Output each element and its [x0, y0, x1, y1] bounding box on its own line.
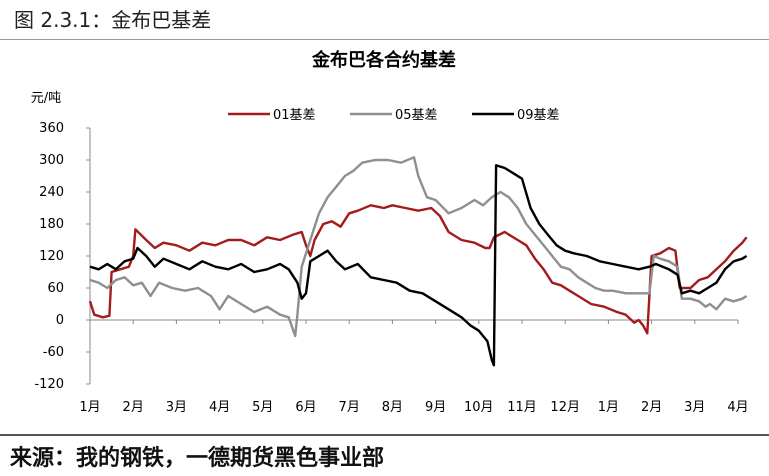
legend-label-2: 09基差: [517, 108, 560, 123]
y-tick-label: 300: [39, 153, 64, 168]
y-tick-label: 240: [39, 185, 64, 200]
y-tick-label: 0: [56, 313, 64, 328]
y-tick-label: 360: [39, 121, 64, 136]
x-tick-label: 3月: [166, 400, 187, 415]
y-tick-label: -120: [34, 377, 64, 392]
x-tick-label: 2月: [123, 400, 144, 415]
y-axis-unit-label: 元/吨: [31, 91, 61, 106]
x-tick-label: 1月: [598, 400, 619, 415]
x-tick-label: 3月: [684, 400, 705, 415]
series-line-2: [89, 164, 748, 367]
series-line-0: [88, 204, 748, 335]
y-tick-label: 120: [39, 249, 64, 264]
figure-caption: 图 2.3.1：金布巴基差: [14, 8, 212, 32]
y-tick-label: -60: [43, 345, 64, 360]
bottom-divider: [0, 434, 769, 436]
x-tick-label: 8月: [382, 400, 403, 415]
x-tick-label: 4月: [727, 400, 748, 415]
x-tick-label: 6月: [295, 400, 316, 415]
x-tick-label: 10月: [464, 400, 494, 415]
x-tick-label: 7月: [339, 400, 360, 415]
data-source: 来源：我的钢铁，一德期货黑色事业部: [10, 446, 385, 471]
legend-label-1: 05基差: [395, 108, 438, 123]
basis-line-chart: 金布巴各合约基差 元/吨 01基差 05基差 09基差 -120 -60 0 60 120 1…: [31, 49, 749, 415]
x-tick-label: 11月: [507, 400, 537, 415]
legend: 01基差 05基差 09基差: [228, 108, 560, 123]
chart-title: 金布巴各合约基差: [311, 49, 456, 71]
series-line-1: [89, 156, 748, 338]
y-tick-label: 60: [47, 281, 64, 296]
legend-label-0: 01基差: [273, 108, 316, 123]
x-tick-label: 12月: [550, 400, 580, 415]
x-tick-label: 1月: [79, 400, 100, 415]
plot-area: -120 -60 0 60 120 180 240 300 360 1月 2月 3月 4月 5月 6月 7月 8…: [34, 121, 748, 415]
y-tick-label: 180: [39, 217, 64, 232]
top-divider: [0, 39, 769, 40]
x-tick-label: 4月: [209, 400, 230, 415]
x-tick-label: 9月: [425, 400, 446, 415]
x-tick-label: 5月: [252, 400, 273, 415]
x-tick-label: 2月: [641, 400, 662, 415]
